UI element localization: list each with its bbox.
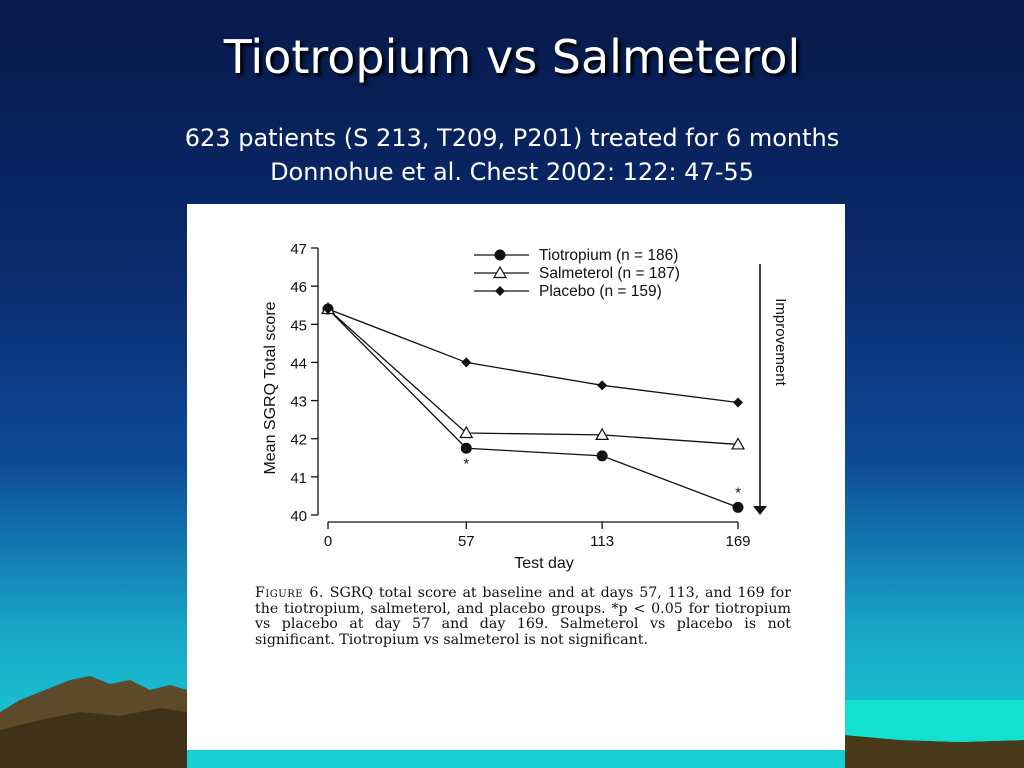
legend-marker [494,249,506,261]
data-point-series-0 [460,442,472,454]
significance-mark: * [463,455,469,472]
series-line-2 [327,308,739,404]
slide-title: Tiotropium vs Salmeterol [223,30,801,84]
y-axis-label: Mean SGRQ Total score [262,301,279,474]
y-tick-label: 43 [290,394,307,411]
data-point-series-1 [730,437,746,450]
y-tick-label: 44 [290,355,307,372]
water-band [845,700,1024,742]
legend-marker [495,286,505,296]
slide-subtitle-line2: Donnohue et al. Chest 2002: 122: 47-55 [270,158,754,186]
chart-series: ** [320,301,746,513]
significance-mark: * [735,484,741,501]
legend-marker [492,265,508,279]
foreground-ground [845,735,1024,768]
x-tick-label: 113 [590,533,614,550]
x-tick-label: 169 [725,533,750,550]
x-tick-label: 0 [324,533,332,550]
data-point-series-2 [733,397,743,408]
legend-label: Salmeterol (n = 187) [539,265,680,282]
y-tick-label: 42 [290,432,307,449]
chart-legend: Tiotropium (n = 186)Salmeterol (n = 187)… [474,247,680,300]
x-tick-label: 57 [458,533,475,550]
data-point-series-2 [597,380,608,391]
data-point-series-0 [596,450,608,462]
slide-subtitle-line1: 623 patients (S 213, T209, P201) treated… [184,124,840,152]
data-point-series-1 [459,425,474,439]
figure-panel: 40 41 42 43 44 45 46 47 0 57 113 169 * * Tiotropium … [187,204,845,750]
y-tick-label: 47 [290,241,307,258]
x-axis-label: Test day [514,555,574,572]
chart-axes: 40 41 42 43 44 45 46 47 0 57 113 169 [290,241,767,550]
series-line-0 [327,308,739,508]
data-point-series-1 [595,427,610,440]
series-line-1 [327,308,739,446]
figure-caption: Figure 6. SGRQ total score at baseline a… [255,585,791,648]
y-tick-label: 40 [290,508,307,525]
y-tick-label: 41 [290,470,307,487]
y-tick-label: 46 [290,279,307,296]
caption-text: SGRQ total score at baseline and at days… [255,585,791,648]
improvement-label: Improvement [772,298,789,386]
data-point-series-0 [732,501,744,513]
improvement-arrow-head [753,506,767,515]
hill-shadow [0,708,187,768]
legend-label: Placebo (n = 159) [539,283,662,300]
data-point-series-2 [323,304,333,315]
y-tick-label: 45 [290,317,307,334]
data-point-series-2 [461,357,472,368]
caption-label: Figure 6. [255,585,324,601]
legend-label: Tiotropium (n = 186) [539,247,678,264]
